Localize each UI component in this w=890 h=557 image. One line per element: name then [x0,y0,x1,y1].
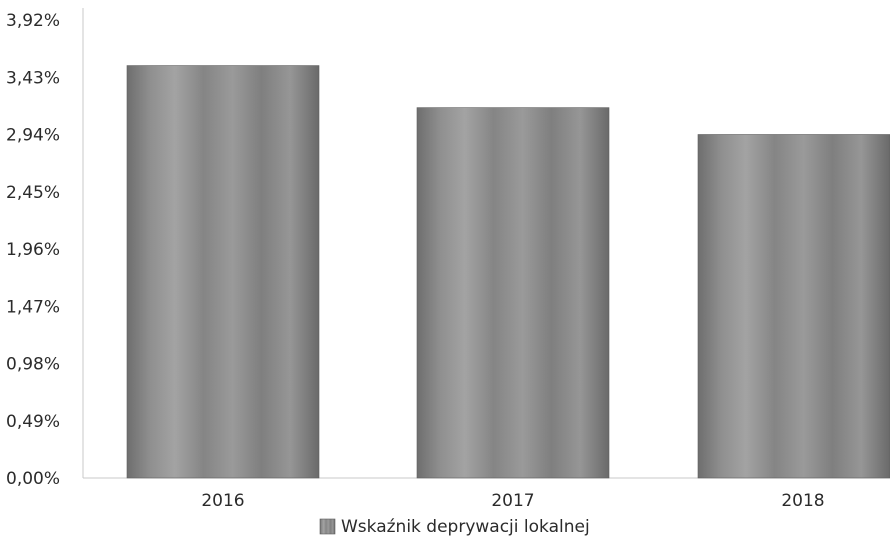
x-tick-label: 2016 [201,491,244,511]
bar-2016 [126,65,320,479]
bars [126,65,890,479]
legend: Wskaźnik deprywacji lokalnej [319,517,590,537]
y-tick-label: 3,43% [6,68,60,88]
y-tick-label: 1,96% [6,240,60,260]
legend-label: Wskaźnik deprywacji lokalnej [341,517,590,537]
x-tick-label: 2018 [781,491,824,511]
y-tick-label: 2,45% [6,183,60,203]
legend-swatch [319,518,336,535]
y-tick-label: 0,98% [6,355,60,375]
y-tick-label: 3,92% [6,11,60,31]
y-tick-label: 0,00% [6,469,60,489]
y-tick-label: 2,94% [6,126,60,146]
bar-2017 [416,107,610,479]
y-tick-label: 0,49% [6,412,60,432]
y-axis: 0,00% 0,49% 0,98% 1,47% 1,96% 2,45% 2,94% 3,43%… [6,8,84,489]
x-axis: 2016 2017 2018 [83,477,890,511]
x-tick-label: 2017 [491,491,534,511]
y-tick-label: 1,47% [6,297,60,317]
bar-2018 [697,134,890,479]
